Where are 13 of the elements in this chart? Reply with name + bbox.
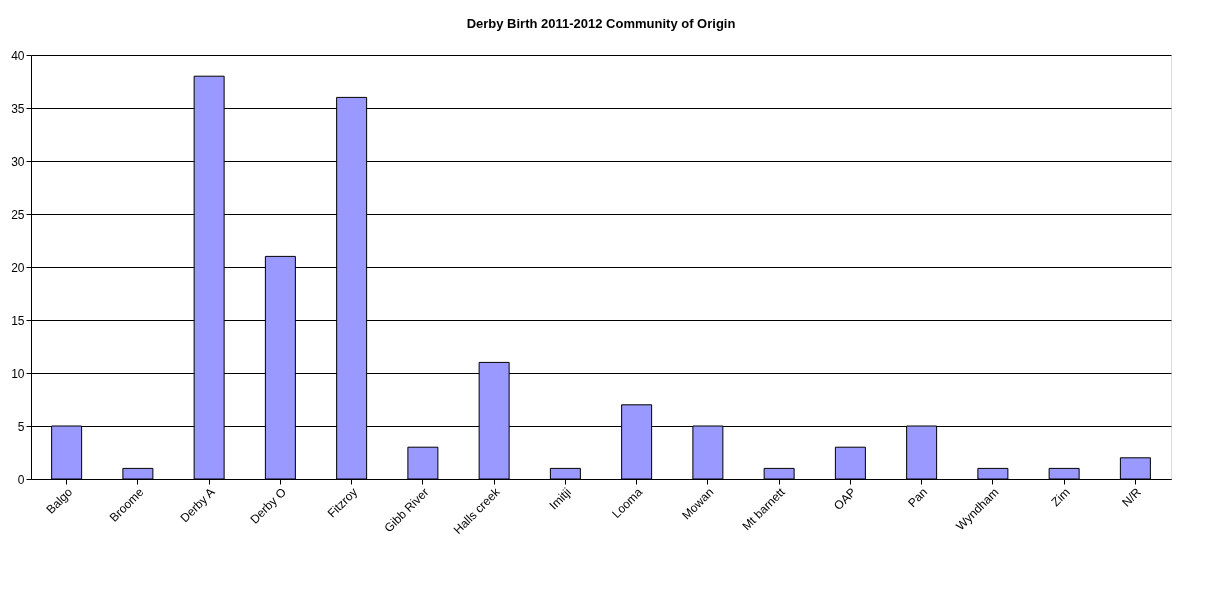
y-tick-label: 5 (17, 419, 25, 434)
y-tick-label: 20 (11, 260, 25, 275)
x-tick-label: Pan (905, 485, 931, 511)
y-tick-label: 10 (11, 366, 25, 381)
y-tick-label: 30 (11, 154, 25, 169)
x-tick-label: N/R (1119, 484, 1145, 510)
y-tick-label: 40 (11, 48, 25, 63)
y-tick-label: 0 (17, 472, 25, 487)
y-tick-label: 35 (11, 101, 25, 116)
y-tick-label: 25 (11, 207, 25, 222)
chart-title: Derby Birth 2011-2012 Community of Origin (466, 16, 736, 31)
x-tick-label: Zim (1048, 485, 1073, 510)
y-tick-label: 15 (11, 313, 25, 328)
